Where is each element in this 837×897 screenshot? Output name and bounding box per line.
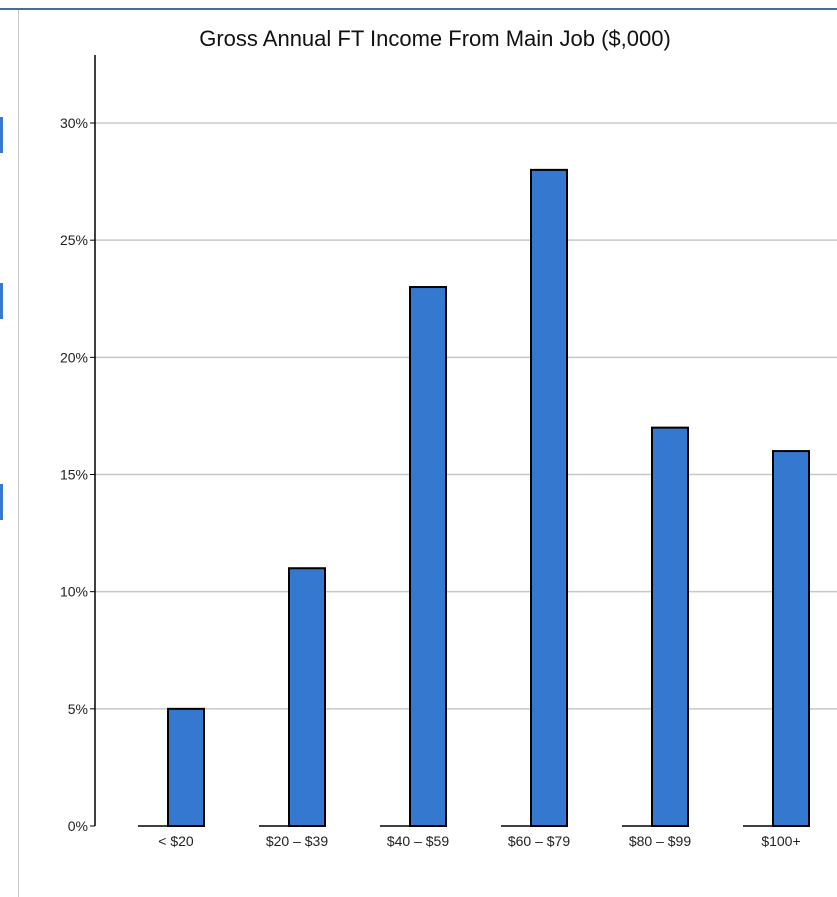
x-tick-label: $60 – $79 (508, 833, 570, 849)
tick-labels: 0% 5% 10% 15% 20% 25% 30% < $20 $20 – $39 $40 – $… (60, 115, 801, 849)
bar (167, 707, 205, 827)
x-tick-label: < $20 (158, 833, 194, 849)
bar (530, 168, 568, 828)
left-sidebar-rail (0, 10, 19, 897)
y-tick-label: 25% (60, 232, 88, 248)
y-tick-label: 15% (60, 467, 88, 483)
x-tick-label: $100+ (761, 833, 800, 849)
window-top-border (0, 0, 837, 10)
bar (288, 567, 326, 827)
bar (772, 450, 810, 827)
y-tick-label: 0% (68, 818, 88, 834)
x-tick-label: $80 – $99 (629, 833, 691, 849)
y-tick-label: 5% (68, 701, 88, 717)
x-tick-label: $40 – $59 (387, 833, 449, 849)
grid-lines (95, 122, 837, 710)
bar (651, 426, 689, 827)
rail-marker (0, 117, 3, 153)
chart-title: Gross Annual FT Income From Main Job ($,… (199, 26, 671, 51)
bar (409, 286, 447, 827)
rail-marker (0, 283, 3, 319)
y-tick-label: 10% (60, 584, 88, 600)
rail-marker (0, 484, 3, 520)
x-tick-label: $20 – $39 (266, 833, 328, 849)
bars (138, 168, 810, 828)
y-tick-label: 20% (60, 349, 88, 365)
axes (90, 55, 96, 827)
y-tick-label: 30% (60, 115, 88, 131)
